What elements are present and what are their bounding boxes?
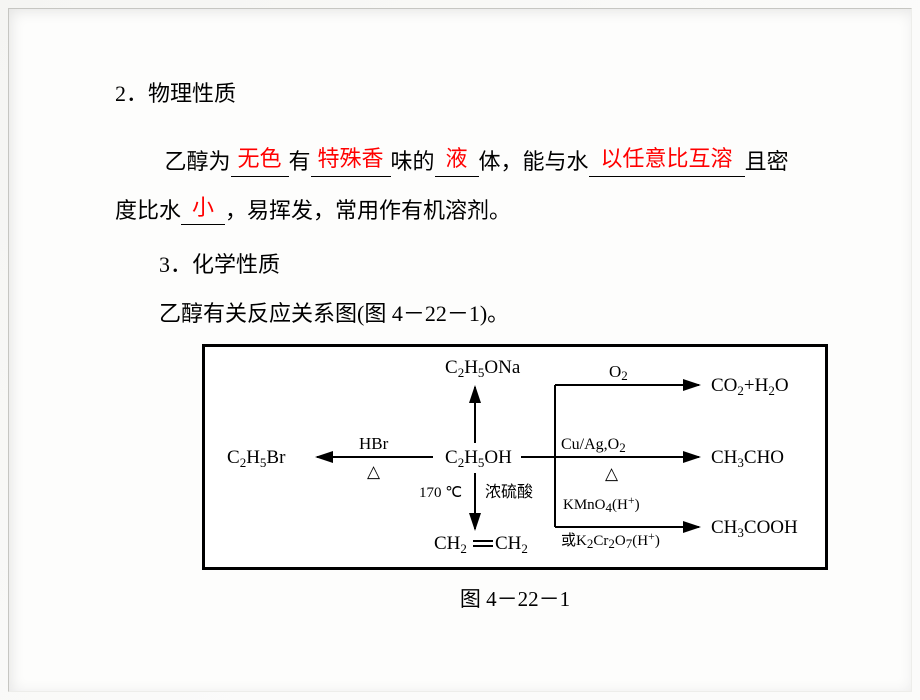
edge-label-heat1: △ bbox=[367, 462, 381, 481]
s2-t2: 有 bbox=[289, 149, 311, 174]
node-br: C2H5Br bbox=[227, 447, 286, 470]
node-cooh: CH3COOH bbox=[711, 517, 798, 540]
edge-label-k2cr2o7: 或K2Cr2O7(H+) bbox=[561, 529, 660, 551]
section-3-intro: 乙醇有关反应关系图(图 4－22－1)。 bbox=[159, 290, 815, 338]
fill-miscible: 以任意比互溶 bbox=[601, 146, 733, 171]
content: 2．物理性质 乙醇为无色有特殊香味的液体，能与水以任意比互溶且密 度比水小 ，易挥… bbox=[115, 70, 815, 622]
s2-t6: ，易挥发，常用作有机溶剂。 bbox=[225, 198, 511, 223]
node-ona: C2H5ONa bbox=[445, 357, 521, 380]
fill-color: 无色 bbox=[238, 146, 282, 171]
node-ethanol: C2H5OH bbox=[445, 447, 512, 470]
page-root: 2．物理性质 乙醇为无色有特殊香味的液体，能与水以任意比互溶且密 度比水小 ，易挥… bbox=[0, 0, 920, 700]
s2-t3: 味的 bbox=[391, 149, 435, 174]
edge-label-heat2: △ bbox=[605, 464, 619, 483]
section-2-number: 2． bbox=[115, 81, 148, 106]
edge-label-o2: O2 bbox=[609, 362, 628, 383]
node-cho: CH3CHO bbox=[711, 447, 784, 470]
fill-state: 液 bbox=[446, 146, 468, 171]
section-2-heading: 2．物理性质 bbox=[115, 70, 815, 118]
node-ethene-r: CH2 bbox=[495, 533, 528, 556]
section-2-title: 物理性质 bbox=[148, 81, 236, 106]
blank-smell: 特殊香 bbox=[311, 148, 391, 177]
edge-label-h2so4: 浓硫酸 bbox=[485, 483, 533, 501]
s2-t5b: 度比水 bbox=[115, 198, 181, 223]
fill-density: 小 bbox=[192, 195, 214, 220]
s2-t4: 体，能与水 bbox=[479, 149, 589, 174]
fill-smell: 特殊香 bbox=[318, 146, 384, 171]
reaction-diagram: C2H5OH C2H5ONa HBr △ C2H5Br 170 ℃ 浓硫酸 CH… bbox=[202, 344, 828, 570]
node-ethene-l: CH2 bbox=[434, 533, 467, 556]
edge-label-hbr: HBr bbox=[359, 434, 389, 453]
section-2-paragraph: 乙醇为无色有特殊香味的液体，能与水以任意比互溶且密 度比水小 ，易挥发，常用作有机… bbox=[115, 138, 815, 235]
blank-color: 无色 bbox=[231, 148, 289, 177]
blank-density: 小 bbox=[181, 197, 225, 226]
s2-t5a: 且密 bbox=[745, 149, 789, 174]
edge-label-cuag: Cu/Ag,O2 bbox=[561, 436, 626, 455]
node-co2: CO2+H2O bbox=[711, 375, 789, 398]
section-3-heading: 3．化学性质 bbox=[159, 241, 815, 289]
edge-label-kmno4: KMnO4(H+) bbox=[563, 493, 640, 515]
s2-t1: 乙醇为 bbox=[165, 149, 231, 174]
blank-miscible: 以任意比互溶 bbox=[589, 148, 745, 177]
diagram-container: C2H5OH C2H5ONa HBr △ C2H5Br 170 ℃ 浓硫酸 CH… bbox=[155, 344, 875, 622]
diagram-caption: 图 4－22－1 bbox=[155, 576, 875, 622]
edge-label-170c: 170 ℃ bbox=[419, 485, 462, 501]
blank-state: 液 bbox=[435, 148, 479, 177]
section-3-number: 3． bbox=[159, 252, 192, 277]
section-3-title: 化学性质 bbox=[192, 252, 280, 277]
